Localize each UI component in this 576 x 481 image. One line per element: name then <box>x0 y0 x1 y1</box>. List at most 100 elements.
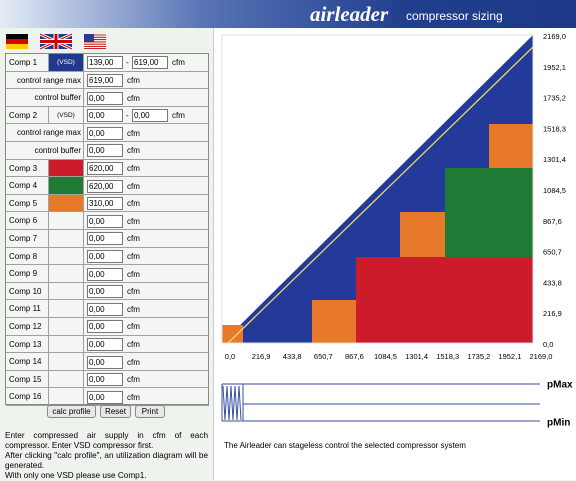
block <box>356 257 533 343</box>
comp-color <box>49 194 84 213</box>
input[interactable]: 0,00 <box>87 126 123 140</box>
comp-color <box>49 318 84 336</box>
button[interactable]: Print <box>135 405 165 418</box>
instruction-line: After clicking "calc profile", an utiliz… <box>5 451 208 470</box>
input[interactable]: 0,00 <box>87 214 123 228</box>
comp-color: (VSD) <box>49 106 84 125</box>
button[interactable]: calc profile <box>47 405 96 418</box>
y-tick-label: 216,9 <box>543 309 562 318</box>
block <box>445 168 533 257</box>
y-tick-label: 1952,1 <box>543 63 566 72</box>
unit: cfm <box>127 234 140 244</box>
comp-label: Comp 2 <box>6 106 49 125</box>
y-tick-label: 2169,0 <box>543 32 566 41</box>
comp-label: Comp 14 <box>6 353 49 371</box>
unit: cfm <box>127 392 140 402</box>
value-cell <box>84 212 209 230</box>
block <box>312 300 356 343</box>
comp-color <box>49 282 84 301</box>
comp-label: Comp 1 <box>6 54 49 72</box>
input[interactable]: 310,00 <box>87 197 123 211</box>
input[interactable]: 0,00 <box>87 144 123 158</box>
input[interactable]: 0,00 <box>87 337 123 351</box>
flag-uk[interactable] <box>39 32 73 51</box>
pmax-label: pMax <box>547 380 573 391</box>
comp-label: Comp 12 <box>6 318 49 336</box>
value-cell <box>84 353 209 371</box>
comp-label: Comp 4 <box>6 177 49 195</box>
x-tick-label: 433,8 <box>283 352 302 361</box>
input[interactable]: 619,00 <box>87 73 123 87</box>
input[interactable]: 139,00 <box>87 56 123 70</box>
value-cell <box>84 72 209 90</box>
instruction-line: Enter compressed air supply in cfm of ea… <box>5 431 208 450</box>
input[interactable]: 0,00 <box>87 232 123 246</box>
unit: cfm <box>127 287 140 297</box>
block <box>400 212 445 257</box>
comp-label: Comp 3 <box>6 159 49 178</box>
button[interactable]: Reset <box>100 405 131 418</box>
input[interactable]: 0,00 <box>87 267 123 281</box>
comp-label: Comp 9 <box>6 265 49 283</box>
pmin-label: pMin <box>547 418 570 429</box>
instruction-line: With only one VSD please use Comp1. <box>5 471 147 480</box>
input[interactable]: 0,00 <box>87 249 123 263</box>
input[interactable]: 0,00 <box>87 285 123 299</box>
comp-color <box>49 353 84 371</box>
comp-label: Comp 13 <box>6 335 49 354</box>
comp-color <box>49 212 84 230</box>
comp-color: (VSD) <box>49 54 84 72</box>
comp-color <box>49 370 84 389</box>
y-tick-label: 1518,3 <box>543 124 566 133</box>
input[interactable]: 620,00 <box>87 161 123 175</box>
unit: cfm <box>127 216 140 226</box>
setting-label: control buffer <box>6 89 84 107</box>
block <box>222 325 243 343</box>
value-cell <box>84 160 209 178</box>
x-tick-label: 0,0 <box>225 352 235 361</box>
input[interactable]: 0,00 <box>87 355 123 369</box>
y-tick-label: 650,7 <box>543 248 562 257</box>
comp-label: Comp 15 <box>6 370 49 389</box>
unit: cfm <box>127 199 140 209</box>
value-cell <box>84 195 209 213</box>
flags[interactable] <box>0 32 110 52</box>
input[interactable]: 0,00 <box>132 109 168 123</box>
comp-color <box>49 300 84 318</box>
comp-color <box>49 230 84 248</box>
header: airleader compressor sizing <box>0 0 576 28</box>
flag-us[interactable] <box>84 34 106 50</box>
unit: cfm <box>172 58 185 68</box>
pressure-zigzag <box>222 385 242 421</box>
x-tick-label: 216,9 <box>252 352 271 361</box>
value-cell <box>84 89 209 107</box>
unit: cfm <box>127 322 140 332</box>
comp-color <box>49 335 84 354</box>
block <box>489 124 533 168</box>
compressor-table: Comp 1 (VSD) 139,00-619,00 cfm control range… <box>5 53 209 406</box>
input[interactable]: 0,00 <box>87 91 123 105</box>
input[interactable]: 0,00 <box>87 320 123 334</box>
instructions: Enter compressed air supply in cfm of ea… <box>5 431 208 481</box>
input[interactable]: 0,00 <box>87 390 123 404</box>
value-cell <box>84 371 209 389</box>
y-tick-label: 433,8 <box>543 278 562 287</box>
x-tick-label: 1518,3 <box>436 352 459 361</box>
value-cell <box>84 124 209 142</box>
note: The Airleader can stageless control the … <box>224 441 466 450</box>
input[interactable]: 0,00 <box>87 373 123 387</box>
unit: cfm <box>127 375 140 385</box>
unit: cfm <box>127 269 140 279</box>
separator: - <box>126 58 129 68</box>
control-line <box>227 46 534 344</box>
flag-de[interactable] <box>6 34 28 49</box>
input[interactable]: 0,00 <box>87 109 123 123</box>
input[interactable]: 0,00 <box>87 302 123 316</box>
plot-frame <box>221 34 534 344</box>
separator: - <box>126 111 129 121</box>
comp-color <box>49 265 84 283</box>
input[interactable]: 619,00 <box>132 56 168 70</box>
unit: cfm <box>127 146 140 156</box>
input[interactable]: 620,00 <box>87 179 123 193</box>
value-cell <box>84 336 209 354</box>
